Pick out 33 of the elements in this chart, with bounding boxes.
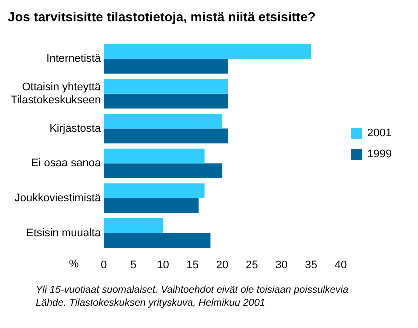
bar xyxy=(104,114,223,129)
text: Yli 15-vuotiaat suomalaiset. Vaihtoehdot eivät ole toisiaan poissulkevia xyxy=(36,284,350,297)
bar xyxy=(104,44,312,60)
bar xyxy=(104,94,228,109)
x-tick-label: 15 xyxy=(186,259,200,272)
chart-title: Jos tarvitsisitte tilastotietoja, mistä niitä etsisitte? xyxy=(8,9,316,24)
bar xyxy=(104,164,223,178)
x-tick-label: 0 xyxy=(101,259,108,272)
bar xyxy=(104,148,205,164)
bar xyxy=(104,128,228,144)
y-tick-label: Kirjastosta xyxy=(50,122,102,135)
x-tick-label: 40 xyxy=(334,259,348,272)
y-tick-label: Ei osaa sanoa xyxy=(31,158,102,170)
bar xyxy=(104,59,228,74)
y-tick-label: Etsisin muualta xyxy=(26,227,102,240)
x-tick-label: 35 xyxy=(305,259,318,272)
y-tick-label: Internetistä xyxy=(46,53,102,66)
y-tick-label: Ottaisin yhteyttä Tilastokeskukseen xyxy=(10,81,102,107)
bar xyxy=(104,218,164,234)
x-tick-label: 5 xyxy=(130,259,137,272)
x-tick-label: 30 xyxy=(276,259,288,272)
text: Lähde. Tilastokeskuksen yrityskuva, Helmikuu 2001 xyxy=(36,297,266,310)
bar xyxy=(104,233,211,248)
bar xyxy=(104,184,205,198)
legend-label: 2001 xyxy=(368,128,392,140)
x-tick-label: 25 xyxy=(246,259,258,272)
x-axis-title: % xyxy=(69,258,80,270)
x-tick-label: 10 xyxy=(157,259,170,272)
legend-label: 1999 xyxy=(368,148,392,161)
bar xyxy=(104,198,199,214)
x-tick-label: 20 xyxy=(216,259,229,272)
bar xyxy=(104,79,228,94)
y-tick-label: Joukkoviestimistä xyxy=(14,192,102,205)
